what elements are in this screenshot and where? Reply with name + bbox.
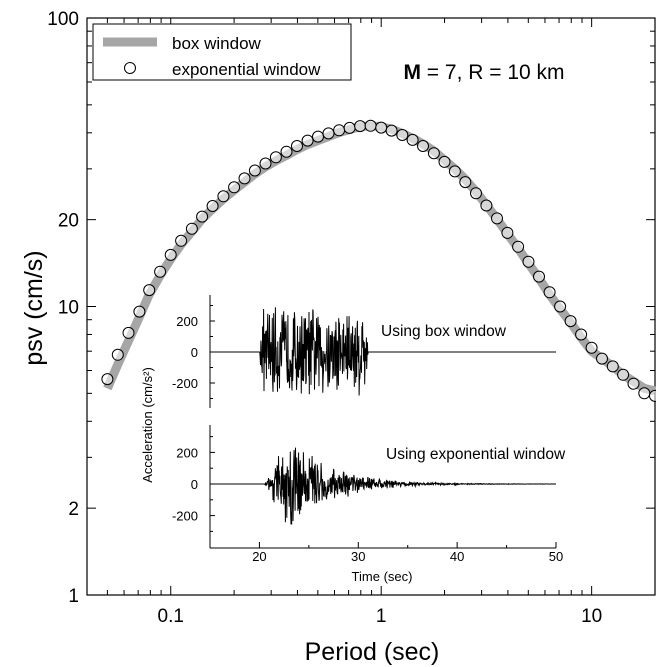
exponential-window-point xyxy=(606,360,619,373)
exponential-window-point xyxy=(438,155,451,168)
exponential-window-point xyxy=(396,129,409,141)
inset-x-tick-label: 50 xyxy=(549,549,563,564)
y-tick-label: 2 xyxy=(68,499,79,520)
exponential-window-point xyxy=(480,199,493,212)
exponential-window-point xyxy=(617,368,630,381)
inset-top-panel-label: Using box window xyxy=(381,323,507,340)
exponential-window-point xyxy=(406,133,419,146)
exponential-window-point xyxy=(501,226,514,239)
y-tick-label: 100 xyxy=(47,9,79,30)
exponential-window-point xyxy=(417,140,429,152)
exponential-window-point xyxy=(143,284,156,297)
exponential-window-series xyxy=(101,119,656,402)
inset-y-tick-label: 0 xyxy=(191,345,198,360)
legend: box window exponential window xyxy=(92,23,352,81)
exponential-window-point xyxy=(122,326,135,339)
exponential-window-point xyxy=(638,387,651,400)
exponential-window-point xyxy=(375,121,388,134)
exponential-window-point xyxy=(564,315,577,328)
exponential-window-point xyxy=(343,121,356,134)
exponential-window-point xyxy=(133,305,146,318)
y-tick-label: 1 xyxy=(68,586,79,607)
inset-bottom-panel-label: Using exponential window xyxy=(386,446,566,463)
exponential-window-point xyxy=(649,389,656,402)
legend-box-window-label: box window xyxy=(172,34,262,53)
acceleration-inset: 20 30 40 50 200 0 -200 200 0 -200 Using box windo… xyxy=(140,295,566,584)
exponential-window-point xyxy=(322,127,335,140)
exponential-window-point xyxy=(164,248,177,261)
exponential-window-point xyxy=(554,300,567,313)
main-axis-ticks: 0.1 1 10 1 2 10 20 100 xyxy=(47,9,656,627)
inset-axis-ticks: 20 30 40 50 200 0 -200 200 0 -200 xyxy=(172,305,563,564)
inset-y-tick-label: 0 xyxy=(191,477,198,492)
inset-y-axis-label: Acceleration (cm/s²) xyxy=(140,367,155,483)
y-tick-label: 20 xyxy=(58,211,79,232)
exponential-window-point xyxy=(217,190,230,203)
inset-y-tick-label: 200 xyxy=(176,314,198,329)
exponential-window-point xyxy=(385,124,398,137)
exponential-window-point xyxy=(543,286,556,299)
exponential-window-point xyxy=(575,328,588,341)
exponential-window-point xyxy=(491,212,503,225)
x-tick-label: 1 xyxy=(376,606,387,627)
inset-x-tick-label: 40 xyxy=(450,549,464,564)
exponential-window-point xyxy=(111,348,124,361)
exponential-window-point xyxy=(459,176,472,189)
exponential-window-point xyxy=(364,119,377,132)
exponential-window-point xyxy=(185,222,198,235)
legend-box xyxy=(92,23,352,81)
exponential-window-point xyxy=(312,130,324,143)
exponential-window-point xyxy=(238,172,251,185)
box-window-series xyxy=(103,121,656,396)
exponential-window-point xyxy=(333,124,346,137)
x-axis-label: Period (sec) xyxy=(305,638,440,666)
x-tick-label: 10 xyxy=(581,606,602,627)
inset-x-axis-label: Time (sec) xyxy=(352,569,413,584)
inset-y-tick-label: -200 xyxy=(172,509,198,524)
box-window-acceleration-trace xyxy=(210,307,556,396)
inset-x-tick-label: 30 xyxy=(351,549,365,564)
exponential-window-point xyxy=(228,181,241,194)
x-tick-label: 0.1 xyxy=(158,606,184,627)
exponential-window-point xyxy=(585,341,598,354)
y-axis-label: psv (cm/s) xyxy=(20,250,48,365)
exponential-window-point xyxy=(175,234,188,247)
exponential-window-point xyxy=(196,210,209,223)
exponential-window-point xyxy=(512,240,525,253)
magnitude-distance-annotation: M = 7, R = 10 km xyxy=(403,61,564,84)
exponential-window-point xyxy=(596,352,608,365)
exponential-window-point xyxy=(448,165,461,178)
exponential-window-point xyxy=(291,140,303,152)
y-tick-label: 10 xyxy=(58,298,79,319)
exponential-window-point xyxy=(522,255,535,268)
inset-y-tick-label: -200 xyxy=(172,376,198,391)
inset-x-tick-label: 20 xyxy=(252,549,266,564)
exponential-window-point xyxy=(627,377,640,390)
exponential-window-point xyxy=(269,151,282,164)
exponential-window-point xyxy=(154,265,167,278)
exponential-window-point xyxy=(470,187,482,200)
exponential-window-point xyxy=(354,120,367,133)
exponential-window-point xyxy=(206,200,219,212)
exponential-window-acceleration-trace xyxy=(210,447,556,525)
inset-y-tick-label: 200 xyxy=(176,445,198,460)
exponential-window-point xyxy=(280,145,293,158)
exponential-window-point xyxy=(427,147,440,160)
exponential-window-point xyxy=(259,157,272,170)
exponential-window-point xyxy=(533,270,545,283)
legend-exponential-window-marker xyxy=(124,62,136,74)
legend-exponential-window-label: exponential window xyxy=(172,60,321,79)
exponential-window-point xyxy=(248,164,261,177)
exponential-window-point xyxy=(101,373,114,386)
box-window-line xyxy=(103,121,656,396)
exponential-window-point xyxy=(301,134,314,147)
